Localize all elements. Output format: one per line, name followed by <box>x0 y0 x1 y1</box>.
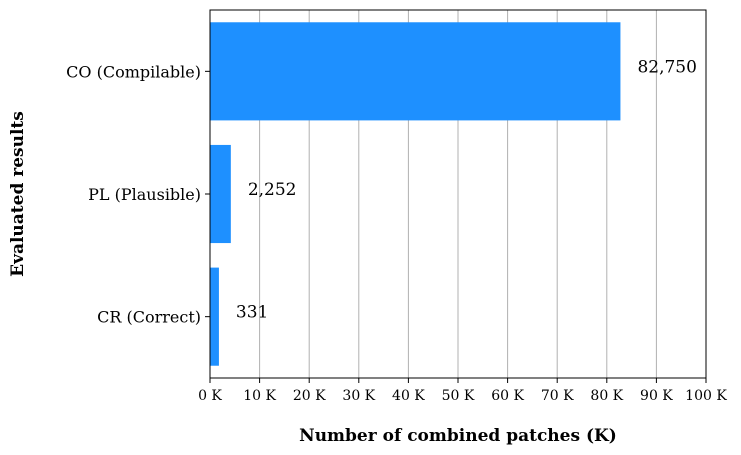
value-label: 331 <box>236 303 268 323</box>
x-tick-label: 70 K <box>541 388 574 404</box>
x-tick-label: 20 K <box>293 388 326 404</box>
x-tick-label: 80 K <box>590 388 623 404</box>
category-label: CO (Compilable) <box>66 62 201 81</box>
x-tick-label: 0 K <box>198 388 222 404</box>
x-tick-label: 50 K <box>442 388 475 404</box>
x-axis-title: Number of combined patches (K) <box>299 426 617 446</box>
category-label: PL (Plausible) <box>88 185 201 204</box>
bar <box>210 267 219 366</box>
x-tick-label: 60 K <box>491 388 524 404</box>
x-tick-label: 90 K <box>640 388 673 404</box>
bars <box>210 22 621 366</box>
value-label: 2,252 <box>248 180 297 200</box>
category-label: CR (Correct) <box>97 308 201 327</box>
x-tick-label: 30 K <box>342 388 375 404</box>
data-labels: 82,750 2,252 331 <box>236 57 697 322</box>
bar <box>210 22 621 121</box>
x-tick-label: 40 K <box>392 388 425 404</box>
x-tick-label: 100 K <box>685 388 727 404</box>
bar <box>210 144 231 244</box>
x-tick-label: 10 K <box>243 388 276 404</box>
value-label: 82,750 <box>637 57 696 77</box>
y-axis-title: Evaluated results <box>8 111 28 277</box>
y-axis-ticks: CO (Compilable) PL (Plausible) CR (Correct… <box>66 62 210 327</box>
x-axis-ticks: 0 K 10 K 20 K 30 K 40 K 50 K 60 K 70 K 80 K 90 K 1… <box>198 378 727 404</box>
